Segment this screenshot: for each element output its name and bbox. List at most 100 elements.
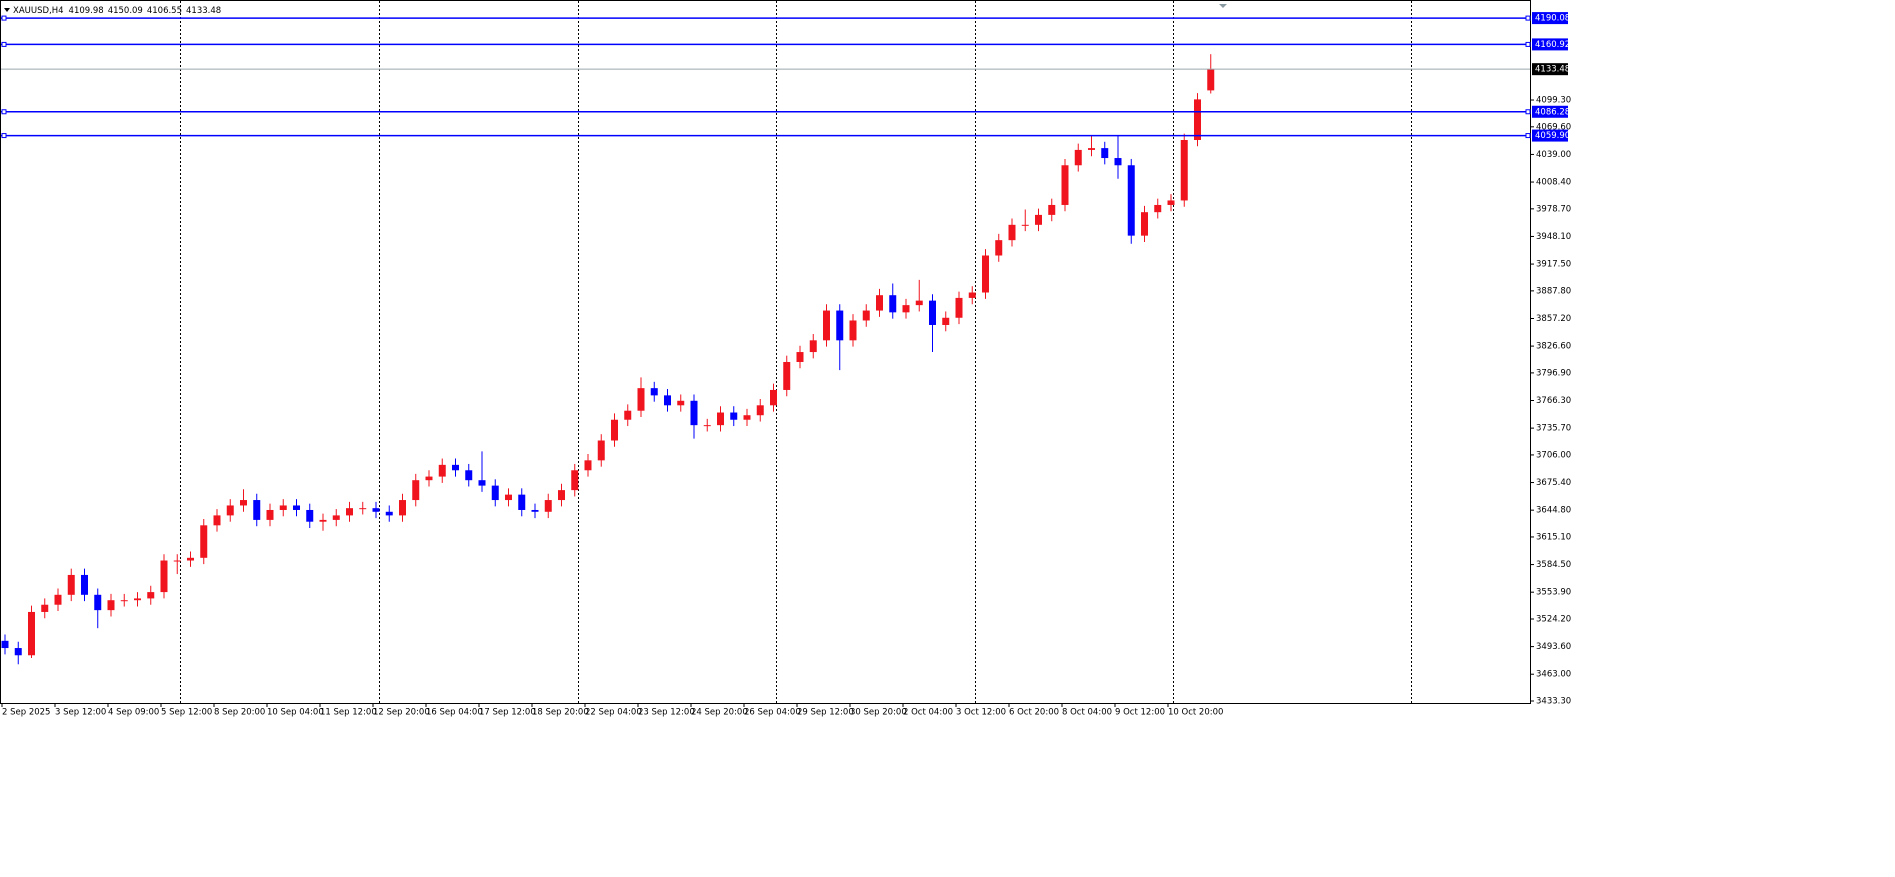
period-separators: [180, 1, 1412, 703]
candle-body: [968, 292, 976, 298]
candle-body: [743, 415, 751, 420]
level-price-label: 4059.90: [1535, 131, 1570, 141]
level-price-box: [1532, 105, 1568, 118]
candle-body: [173, 560, 181, 562]
y-tick-label: 4008.40: [1536, 178, 1571, 188]
y-tick-label: 3887.80: [1536, 286, 1571, 296]
candle-body: [1207, 69, 1215, 91]
candle-body: [1061, 165, 1069, 205]
candle-body: [372, 508, 380, 512]
candle-body: [809, 340, 817, 353]
x-tick-label: 4 Sep 09:00: [108, 708, 159, 718]
candle-body: [518, 494, 526, 510]
candle-body: [478, 480, 486, 486]
candle-body: [783, 361, 791, 390]
x-tick-label: 29 Sep 12:00: [797, 708, 854, 718]
y-tick-label: 3463.00: [1536, 670, 1571, 680]
y-tick-label: 3735.70: [1536, 424, 1571, 434]
level-price-label: 4086.28: [1535, 107, 1570, 117]
y-tick-label: 3615.10: [1536, 532, 1571, 542]
candle-body: [54, 594, 62, 605]
y-tick-label: 3584.50: [1536, 560, 1571, 570]
candle-body: [756, 405, 764, 416]
x-tick-label: 16 Sep 04:00: [426, 708, 483, 718]
candle-body: [213, 515, 221, 526]
candle-body: [597, 440, 605, 461]
x-tick-label: 10 Sep 04:00: [267, 708, 324, 718]
candle-body: [1180, 139, 1188, 201]
candle-body: [889, 295, 897, 313]
level-handle: [1, 109, 7, 115]
x-tick-label: 3 Sep 12:00: [55, 708, 106, 718]
candle-body: [1008, 224, 1016, 241]
y-tick-label: 3917.50: [1536, 260, 1571, 270]
x-tick-label: 12 Sep 20:00: [373, 708, 430, 718]
candle-body: [1074, 149, 1082, 166]
candle-body: [346, 508, 353, 516]
candle-body: [240, 500, 247, 506]
y-tick-label: 3706.00: [1536, 450, 1571, 460]
candle-body: [664, 395, 671, 406]
candle-body: [1048, 204, 1056, 215]
x-tick-label: 5 Sep 12:00: [161, 708, 212, 718]
candle-body: [279, 505, 287, 510]
candle-body: [650, 388, 658, 396]
candle-body: [253, 500, 261, 520]
x-tick-label: 23 Sep 12:00: [638, 708, 695, 718]
level-handle: [1525, 15, 1531, 21]
candle-body: [955, 297, 963, 318]
y-tick-label: 4039.00: [1536, 150, 1571, 160]
candle-body: [107, 600, 115, 611]
candle-body: [120, 600, 128, 602]
candle-body: [982, 255, 989, 293]
level-price-box: [1532, 12, 1568, 25]
candle-body: [1, 640, 9, 649]
level-handle: [1, 133, 7, 139]
header-low: 4106.55: [147, 6, 182, 16]
candle-body: [81, 574, 88, 595]
menu-arrow[interactable]: [4, 8, 10, 12]
x-tick-label: 2 Sep 2025: [2, 708, 50, 718]
candle-body: [717, 412, 724, 426]
candle-body: [359, 508, 367, 510]
x-tick-label: 10 Oct 20:00: [1168, 708, 1223, 718]
candle-body: [849, 320, 857, 341]
candle-body: [438, 464, 446, 477]
x-tick-label: 30 Sep 20:00: [850, 708, 907, 718]
candle-body: [412, 480, 420, 501]
candle-body: [796, 352, 804, 362]
candle-body: [915, 300, 923, 306]
candle-body: [730, 412, 738, 420]
level-price-box: [1532, 129, 1568, 142]
header-high: 4150.09: [108, 6, 143, 16]
y-tick-label: 3553.90: [1536, 588, 1571, 598]
candle-body: [319, 519, 327, 522]
level-handle: [1525, 133, 1531, 139]
x-tick-label: 26 Sep 04:00: [744, 708, 801, 718]
candle-body: [823, 310, 830, 341]
candle-body: [876, 295, 883, 311]
y-tick-label: 3796.90: [1536, 368, 1571, 378]
y-tick-label: 3524.20: [1536, 614, 1571, 624]
level-handle: [1, 41, 7, 47]
candle-body: [1141, 212, 1148, 236]
candle-body: [995, 240, 1003, 256]
candle-body: [902, 305, 910, 313]
chart-header: XAUUSD,H4 4109.98 4150.09 4106.55 4133.48: [13, 6, 221, 16]
x-tick-label: 17 Sep 12:00: [479, 708, 536, 718]
candle-body: [226, 505, 234, 516]
header-open: 4109.98: [69, 6, 104, 16]
x-tick-label: 22 Sep 04:00: [585, 708, 642, 718]
x-tick-label: 6 Oct 20:00: [1009, 708, 1059, 718]
x-tick-label: 3 Oct 12:00: [956, 708, 1006, 718]
candle-body: [306, 509, 314, 522]
candle-body: [558, 490, 565, 501]
candle-body: [770, 389, 777, 406]
candle-body: [28, 611, 35, 656]
y-tick-label: 3433.30: [1536, 697, 1571, 707]
candle-body: [491, 485, 499, 501]
candle-body: [1127, 165, 1135, 236]
candle-body: [41, 604, 49, 612]
